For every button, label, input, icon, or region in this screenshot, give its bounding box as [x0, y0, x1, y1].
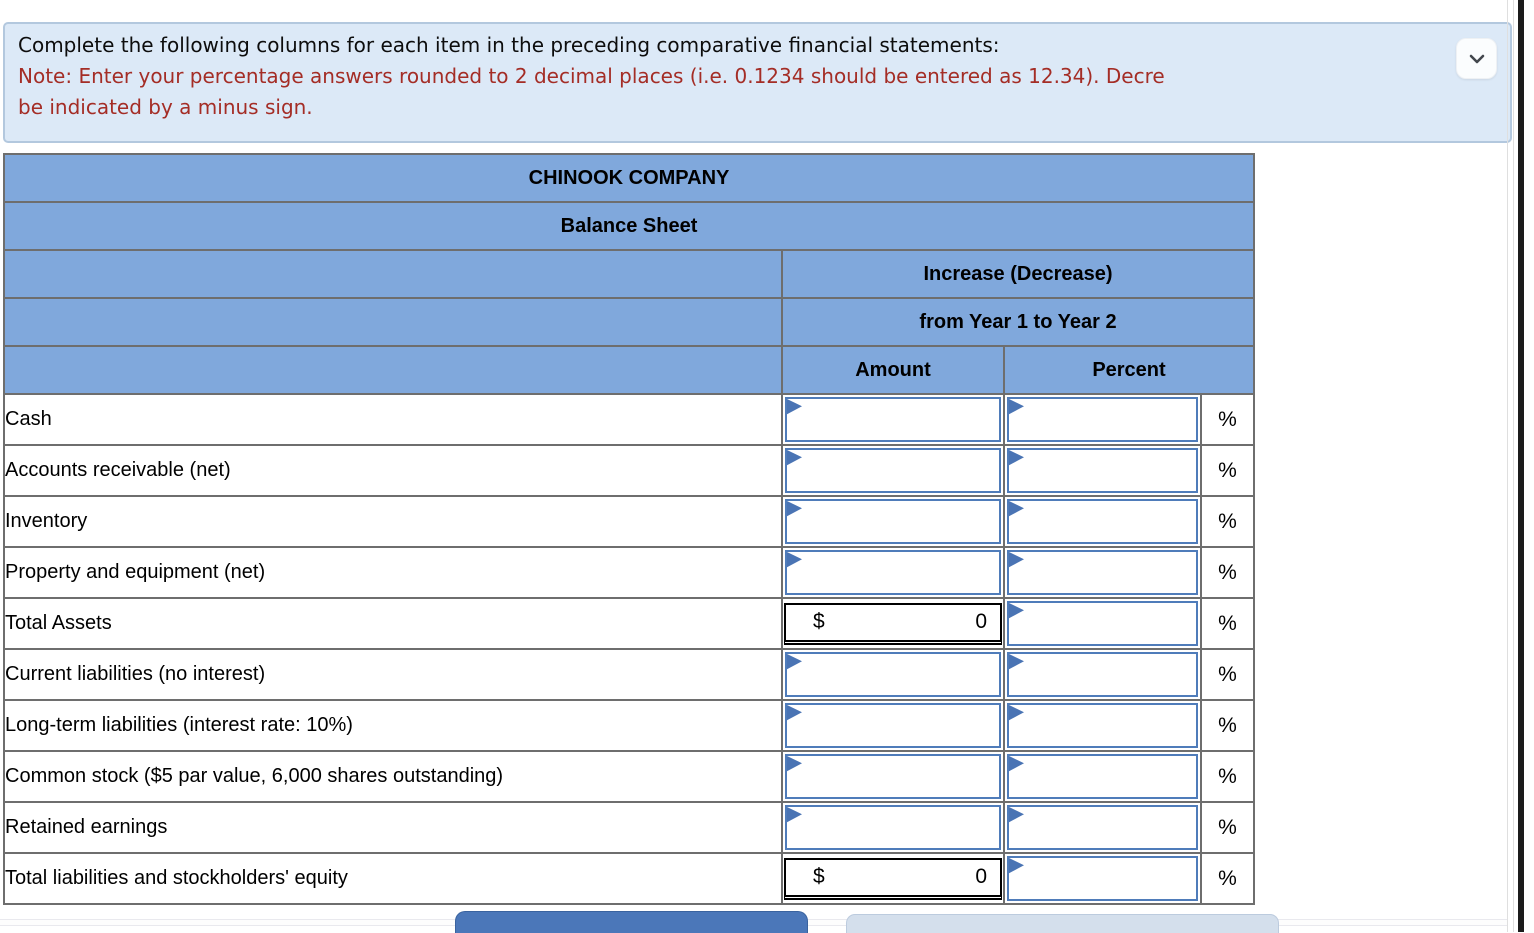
currency-symbol: $: [813, 865, 825, 888]
amount-input[interactable]: [787, 756, 999, 797]
percent-sign: %: [1200, 648, 1255, 701]
percent-sign: %: [1200, 801, 1255, 854]
footer-primary-button[interactable]: [455, 911, 808, 933]
row-label: Accounts receivable (net): [3, 444, 783, 497]
empty-header-cell: [3, 249, 783, 299]
percent-column-header: Percent: [1003, 345, 1255, 395]
percent-sign: %: [1200, 495, 1255, 548]
percent-sign: %: [1200, 699, 1255, 752]
percent-input-box[interactable]: [1007, 703, 1198, 748]
percent-input[interactable]: [1009, 858, 1196, 899]
percent-input-box[interactable]: [1007, 448, 1198, 493]
row-label: Total Assets: [3, 597, 783, 650]
percent-sign: %: [1200, 393, 1255, 446]
currency-symbol: $: [813, 610, 825, 633]
table-subtitle-row: Balance Sheet: [3, 201, 1255, 251]
percent-input-box[interactable]: [1007, 652, 1198, 697]
column-group-header-line2: from Year 1 to Year 2: [781, 297, 1255, 347]
percent-sign: %: [1200, 852, 1255, 905]
table-row: Total liabilities and stockholders' equi…: [3, 852, 1255, 905]
percent-input-box[interactable]: [1007, 856, 1198, 901]
row-label: Property and equipment (net): [3, 546, 783, 599]
table-row: Long-term liabilities (interest rate: 10…: [3, 699, 1255, 752]
amount-input-box[interactable]: [785, 397, 1001, 442]
collapse-section-button[interactable]: [1456, 38, 1497, 79]
table-row: Accounts receivable (net)%: [3, 444, 1255, 497]
row-label: Common stock ($5 par value, 6,000 shares…: [3, 750, 783, 803]
percent-input-box[interactable]: [1007, 601, 1198, 646]
percent-input-box[interactable]: [1007, 397, 1198, 442]
percent-input[interactable]: [1009, 399, 1196, 440]
percent-input[interactable]: [1009, 603, 1196, 644]
table-row: Common stock ($5 par value, 6,000 shares…: [3, 750, 1255, 803]
amount-total-value: 0: [975, 865, 987, 888]
percent-sign: %: [1200, 546, 1255, 599]
table-row: Cash%: [3, 393, 1255, 446]
column-header-row: Amount Percent: [3, 345, 1255, 395]
percent-input[interactable]: [1009, 654, 1196, 695]
instruction-text: Complete the following columns for each …: [18, 33, 1000, 57]
percent-input-box[interactable]: [1007, 550, 1198, 595]
amount-input-box[interactable]: [785, 754, 1001, 799]
table-title-row: CHINOOK COMPANY: [3, 153, 1255, 203]
table-row: Current liabilities (no interest)%: [3, 648, 1255, 701]
table-row: Property and equipment (net)%: [3, 546, 1255, 599]
table-row: Total Assets $0%: [3, 597, 1255, 650]
column-group-row-1: Increase (Decrease): [3, 249, 1255, 299]
amount-input-box[interactable]: [785, 499, 1001, 544]
window-edge-bar: [1518, 0, 1524, 932]
empty-header-cell: [3, 297, 783, 347]
percent-input[interactable]: [1009, 705, 1196, 746]
amount-input-box[interactable]: [785, 703, 1001, 748]
percent-input[interactable]: [1009, 501, 1196, 542]
empty-header-cell: [3, 345, 783, 395]
row-label: Current liabilities (no interest): [3, 648, 783, 701]
instruction-banner: Complete the following columns for each …: [3, 22, 1512, 143]
table-row: Inventory%: [3, 495, 1255, 548]
row-label: Long-term liabilities (interest rate: 10…: [3, 699, 783, 752]
amount-input-box[interactable]: [785, 652, 1001, 697]
column-group-row-2: from Year 1 to Year 2: [3, 297, 1255, 347]
amount-input[interactable]: [787, 552, 999, 593]
scroll-gutter: [1507, 0, 1508, 932]
amount-total-box: $0: [784, 602, 1002, 645]
column-group-header-line1: Increase (Decrease): [781, 249, 1255, 299]
amount-input[interactable]: [787, 501, 999, 542]
amount-column-header: Amount: [781, 345, 1005, 395]
percent-input-box[interactable]: [1007, 754, 1198, 799]
table-row: Retained earnings%: [3, 801, 1255, 854]
amount-input[interactable]: [787, 399, 999, 440]
percent-input[interactable]: [1009, 756, 1196, 797]
row-label: Total liabilities and stockholders' equi…: [3, 852, 783, 905]
percent-sign: %: [1200, 597, 1255, 650]
percent-sign: %: [1200, 750, 1255, 803]
footer-secondary-button[interactable]: [846, 914, 1279, 933]
amount-input-box[interactable]: [785, 448, 1001, 493]
instruction-note-line2: be indicated by a minus sign.: [18, 95, 313, 119]
amount-input[interactable]: [787, 450, 999, 491]
percent-input[interactable]: [1009, 807, 1196, 848]
amount-input[interactable]: [787, 654, 999, 695]
row-label: Retained earnings: [3, 801, 783, 854]
scroll-gutter: [1513, 0, 1514, 932]
instruction-note-line1: Note: Enter your percentage answers roun…: [18, 64, 1165, 88]
amount-input-box[interactable]: [785, 550, 1001, 595]
percent-sign: %: [1200, 444, 1255, 497]
amount-input[interactable]: [787, 705, 999, 746]
row-label: Inventory: [3, 495, 783, 548]
percent-input-box[interactable]: [1007, 499, 1198, 544]
balance-sheet-table: CHINOOK COMPANY Balance Sheet Increase (…: [3, 153, 1255, 905]
percent-input-box[interactable]: [1007, 805, 1198, 850]
percent-input[interactable]: [1009, 450, 1196, 491]
amount-input[interactable]: [787, 807, 999, 848]
amount-total-value: 0: [975, 610, 987, 633]
amount-total-box: $0: [784, 857, 1002, 900]
row-label: Cash: [3, 393, 783, 446]
statement-title: Balance Sheet: [3, 201, 1255, 251]
amount-input-box[interactable]: [785, 805, 1001, 850]
chevron-down-icon: [1467, 49, 1487, 69]
company-title: CHINOOK COMPANY: [3, 153, 1255, 203]
percent-input[interactable]: [1009, 552, 1196, 593]
